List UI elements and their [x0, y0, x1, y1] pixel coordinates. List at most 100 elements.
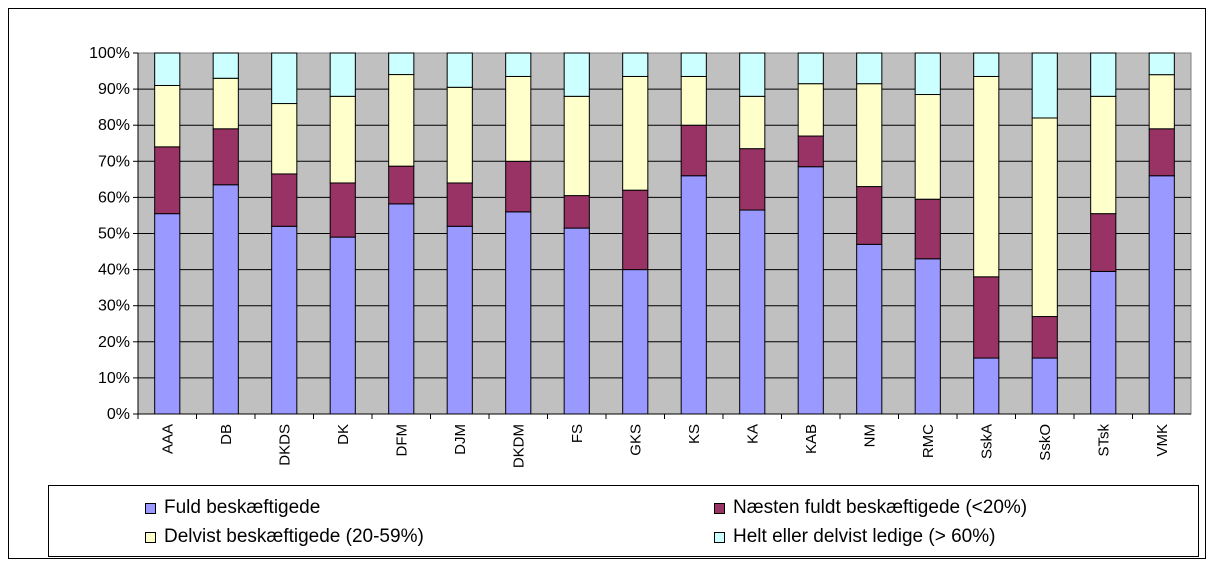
bar-dkdm-series-1	[505, 160, 532, 213]
x-category-label: KAB	[803, 424, 820, 454]
bar-dk-series-2	[329, 95, 356, 184]
bar-nm-series-2	[856, 83, 883, 188]
bar-dkdm-series-2	[505, 75, 532, 162]
legend-swatch-fuld	[145, 502, 156, 514]
bar-gks-series-0	[622, 269, 649, 415]
legend-label-naesten: Næsten fuldt beskæftigede (<20%)	[733, 497, 1028, 518]
bar-ks-series-1	[680, 124, 707, 177]
bar-ka-series-3	[739, 52, 766, 97]
bar-fs-series-2	[563, 95, 590, 197]
bar-gks-series-1	[622, 189, 649, 271]
bar-djm-series-2	[446, 86, 473, 184]
y-tick-label: 0%	[107, 406, 130, 423]
bar-dkds-series-0	[271, 225, 298, 415]
legend-item-ledige: Helt eller delvist ledige (> 60%)	[714, 526, 995, 548]
bar-dfm-series-0	[388, 203, 415, 415]
bar-db-series-2	[212, 77, 239, 130]
bar-stsk-series-0	[1090, 270, 1117, 415]
bar-dkds-series-3	[271, 52, 298, 105]
y-tick-label: 20%	[98, 334, 130, 351]
bar-vmk-series-1	[1148, 128, 1175, 177]
bar-stsk-series-2	[1090, 95, 1117, 215]
bar-dfm-series-1	[388, 165, 415, 205]
bar-rmc-series-3	[914, 52, 941, 96]
bar-rmc-series-2	[914, 94, 941, 200]
bar-aaa-series-2	[154, 84, 181, 148]
bar-sska-series-1	[973, 276, 1000, 359]
bar-djm-series-1	[446, 182, 473, 227]
legend: Fuld beskæftigede Næsten fuldt beskæftig…	[48, 485, 1199, 557]
stacked-bar-chart: 0% 10% 20% 30% 40% 50% 60% 70% 80% 90% 100% AAA DB DK…	[89, 45, 1192, 468]
bar-ks-series-0	[680, 175, 707, 415]
bar-sska-series-0	[973, 357, 1000, 415]
bar-aaa-series-3	[154, 52, 181, 86]
bar-fs-series-1	[563, 195, 590, 229]
bar-rmc-series-0	[914, 258, 941, 415]
bar-vmk-series-2	[1148, 74, 1175, 130]
y-tick-label: 40%	[98, 262, 130, 279]
y-tick-label: 80%	[98, 117, 130, 134]
bar-dkdm-series-3	[505, 52, 532, 77]
legend-swatch-delvist	[145, 531, 156, 543]
x-category-label: VMK	[1154, 424, 1171, 457]
bar-db-series-1	[212, 128, 239, 186]
bar-gks-series-3	[622, 52, 649, 77]
x-category-label: DB	[218, 424, 235, 445]
x-category-label: SskA	[978, 424, 995, 459]
bar-db-series-3	[212, 52, 239, 79]
x-category-label: DJM	[452, 424, 469, 455]
bar-dkds-series-2	[271, 103, 298, 175]
bar-dk-series-0	[329, 236, 356, 415]
chart-frame: 0% 10% 20% 30% 40% 50% 60% 70% 80% 90% 100% AAA DB DK…	[8, 8, 1206, 559]
legend-item-fuld: Fuld beskæftigede	[145, 497, 320, 519]
legend-label-ledige: Helt eller delvist ledige (> 60%)	[733, 526, 996, 547]
x-category-label: DKDS	[276, 424, 293, 466]
bar-nm-series-1	[856, 186, 883, 245]
bar-fs-series-3	[563, 52, 590, 97]
y-tick-label: 60%	[98, 189, 130, 206]
x-category-label: KS	[686, 424, 703, 444]
x-category-label: FS	[569, 424, 586, 443]
bar-kab-series-2	[797, 83, 824, 137]
bar-ssko-series-3	[1031, 52, 1058, 119]
y-tick-label: 10%	[98, 370, 130, 387]
bar-ssko-series-2	[1031, 117, 1058, 318]
bar-sska-series-2	[973, 75, 1000, 278]
x-category-label: RMC	[920, 424, 937, 458]
y-tick-label: 100%	[89, 45, 130, 62]
y-tick-label: 50%	[98, 226, 130, 243]
legend-label-fuld: Fuld beskæftigede	[164, 497, 321, 518]
bar-dk-series-3	[329, 52, 356, 97]
x-category-label: AAA	[159, 424, 176, 454]
bar-stsk-series-1	[1090, 213, 1117, 272]
bar-ks-series-3	[680, 52, 707, 77]
y-tick-label: 30%	[98, 298, 130, 315]
bar-stsk-series-3	[1090, 52, 1117, 97]
bar-dkdm-series-0	[505, 211, 532, 415]
bar-dkds-series-1	[271, 173, 298, 227]
x-category-label: DK	[335, 424, 352, 445]
x-category-label: SskO	[1037, 424, 1054, 461]
legend-label-delvist: Delvist beskæftigede (20-59%)	[164, 526, 424, 547]
bar-fs-series-0	[563, 227, 590, 415]
bar-ka-series-1	[739, 148, 766, 211]
x-category-label: STsk	[1095, 424, 1112, 457]
bar-dk-series-1	[329, 182, 356, 238]
bar-ks-series-2	[680, 75, 707, 126]
bar-djm-series-0	[446, 225, 473, 415]
bar-nm-series-0	[856, 243, 883, 415]
bar-aaa-series-0	[154, 213, 181, 415]
y-tick-label: 90%	[98, 81, 130, 98]
x-category-label: GKS	[627, 424, 644, 456]
legend-swatch-naesten	[714, 502, 725, 514]
legend-item-naesten: Næsten fuldt beskæftigede (<20%)	[714, 497, 1027, 519]
x-category-label: NM	[861, 424, 878, 447]
bar-ssko-series-1	[1031, 316, 1058, 359]
y-tick-label: 70%	[98, 153, 130, 170]
bar-db-series-0	[212, 184, 239, 415]
legend-swatch-ledige	[714, 531, 725, 543]
bar-kab-series-1	[797, 135, 824, 168]
bar-vmk-series-3	[1148, 52, 1175, 76]
bar-nm-series-3	[856, 52, 883, 85]
bar-kab-series-0	[797, 166, 824, 415]
